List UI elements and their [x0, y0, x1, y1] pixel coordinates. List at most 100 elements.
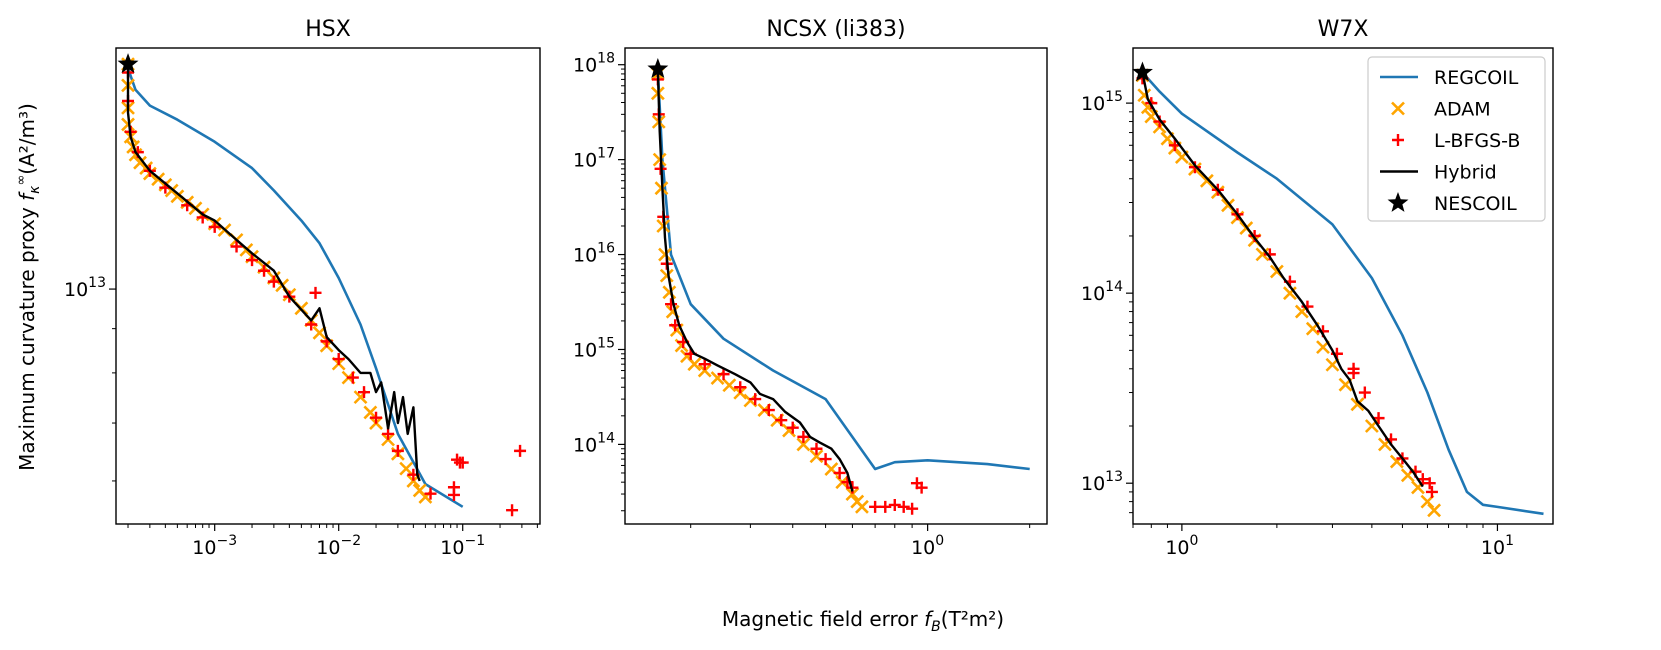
- regcoil-line: [656, 69, 1030, 471]
- adam-point: [363, 405, 378, 420]
- minor-ticks: [112, 328, 538, 528]
- lbfgsb-point: [717, 368, 730, 381]
- x-tick-label: 10−3: [192, 533, 237, 559]
- regcoil-line: [126, 67, 464, 508]
- lbfgsb-point: [514, 444, 527, 457]
- lbfgsb-point: [309, 286, 322, 299]
- lbfgsb-point: [833, 466, 846, 479]
- adam-point: [399, 461, 414, 476]
- panel-w7x: W7X 100 101 1013 1014 1015: [1081, 17, 1554, 559]
- y-tick-label: 1013: [64, 275, 106, 301]
- legend-entry-l-bfgs-b: L-BFGS-B: [1392, 130, 1520, 152]
- legend-label: ADAM: [1434, 99, 1491, 121]
- lbfgsb-point: [246, 254, 259, 267]
- legend-label: REGCOIL: [1434, 67, 1519, 89]
- adam-point: [855, 499, 869, 514]
- hybrid-line: [656, 69, 854, 492]
- y-axis-label: Maximum curvature proxy fκ∞(A²/m³): [14, 103, 43, 471]
- lbfgsb-point: [258, 264, 271, 277]
- adam-point: [1283, 286, 1297, 301]
- lbfgsb-point: [358, 386, 371, 399]
- lbfgsb-point: [775, 414, 788, 427]
- lbfgsb-point: [424, 487, 437, 500]
- x-tick-label: 10−1: [440, 533, 485, 559]
- lbfgsb-point: [698, 358, 711, 371]
- adam-point: [170, 189, 185, 204]
- adam-point: [1255, 247, 1270, 262]
- lbfgsb-point: [786, 421, 799, 434]
- adam-point: [697, 363, 712, 378]
- lbfgsb-point: [1347, 362, 1360, 375]
- lbfgsb-point: [869, 500, 882, 513]
- panel-title: W7X: [1318, 17, 1369, 42]
- legend-x-icon: [1391, 101, 1405, 116]
- y-tick-label: 1015: [573, 335, 615, 361]
- panel-title: HSX: [305, 17, 351, 42]
- y-tick-label: 1013: [1081, 469, 1123, 495]
- lbfgsb-point: [819, 453, 832, 466]
- y-tick-label: 1014: [573, 430, 615, 456]
- x-tick-label: 100: [1165, 533, 1198, 559]
- panel-ncsx-li383: NCSX (li383) 100 1014 1015 1016 1017 1018: [573, 17, 1048, 559]
- legend: REGCOIL ADAM L-BFGS-B Hybrid NESCOIL: [1367, 56, 1546, 222]
- lbfgsb-point: [1423, 477, 1436, 490]
- lbfgsb-point: [888, 498, 901, 511]
- lbfgsb-point: [1188, 161, 1201, 174]
- adam-point: [687, 357, 702, 372]
- panel-hsx: HSX 10−3 10−2 10−1 1013: [64, 17, 541, 559]
- legend-entry-regcoil: REGCOIL: [1380, 67, 1519, 89]
- lbfgsb-point: [267, 275, 280, 288]
- lbfgsb-point: [897, 500, 910, 513]
- lbfgsb-point: [506, 504, 519, 517]
- lbfgsb-point: [332, 353, 345, 366]
- nescoil-point: [647, 58, 669, 78]
- adam-point: [1350, 397, 1365, 412]
- lbfgsb-point: [797, 430, 810, 443]
- panel-title: NCSX (li383): [766, 17, 905, 42]
- lbfgsb-point: [906, 502, 919, 515]
- legend-entry-hybrid: Hybrid: [1380, 162, 1497, 184]
- lbfgsb-point: [762, 404, 775, 417]
- lbfgsb-point: [734, 381, 747, 394]
- x-tick-label: 10−2: [316, 533, 361, 559]
- lbfgsb-point: [230, 240, 243, 253]
- lbfgsb-point: [915, 481, 928, 494]
- legend-label: NESCOIL: [1434, 193, 1517, 215]
- x-axis-label: Magnetic field error fB(T²m²): [722, 607, 1004, 635]
- lbfgsb-point: [391, 444, 404, 457]
- minor-ticks: [621, 68, 1031, 528]
- lbfgsb-point: [208, 220, 221, 233]
- lbfgsb-point: [879, 500, 892, 513]
- lbfgsb-point: [1358, 386, 1371, 399]
- adam-point: [1427, 503, 1442, 518]
- lbfgsb-point: [1425, 485, 1438, 498]
- y-tick-label: 1014: [1081, 279, 1123, 305]
- legend-entry-adam: ADAM: [1391, 99, 1491, 121]
- adam-point: [722, 378, 737, 393]
- adam-point: [845, 487, 860, 501]
- axes-frame: [1132, 47, 1554, 525]
- legend-entry-nescoil: NESCOIL: [1387, 192, 1517, 215]
- lbfgsb-point: [370, 411, 383, 424]
- nescoil-point: [1131, 61, 1153, 82]
- adam-point: [659, 268, 674, 283]
- y-tick-label: 1017: [573, 146, 615, 172]
- hybrid-line: [1141, 72, 1424, 488]
- y-tick-label: 1016: [573, 241, 615, 267]
- adam-point: [1199, 173, 1214, 188]
- legend-label: Hybrid: [1434, 162, 1497, 184]
- legend-star-icon: [1387, 192, 1409, 212]
- axes-frame: [115, 47, 541, 525]
- hybrid-line: [126, 64, 421, 482]
- regcoil-line: [1141, 71, 1544, 516]
- lbfgsb-point: [382, 427, 395, 440]
- lbfgsb-point: [749, 393, 762, 406]
- lbfgsb-point: [447, 488, 460, 501]
- legend-label: L-BFGS-B: [1434, 130, 1520, 152]
- nescoil-point: [117, 53, 139, 74]
- y-tick-label: 1015: [1081, 89, 1123, 115]
- lbfgsb-point: [1248, 229, 1261, 242]
- adam-point: [662, 285, 677, 300]
- legend-frame: [1367, 56, 1546, 222]
